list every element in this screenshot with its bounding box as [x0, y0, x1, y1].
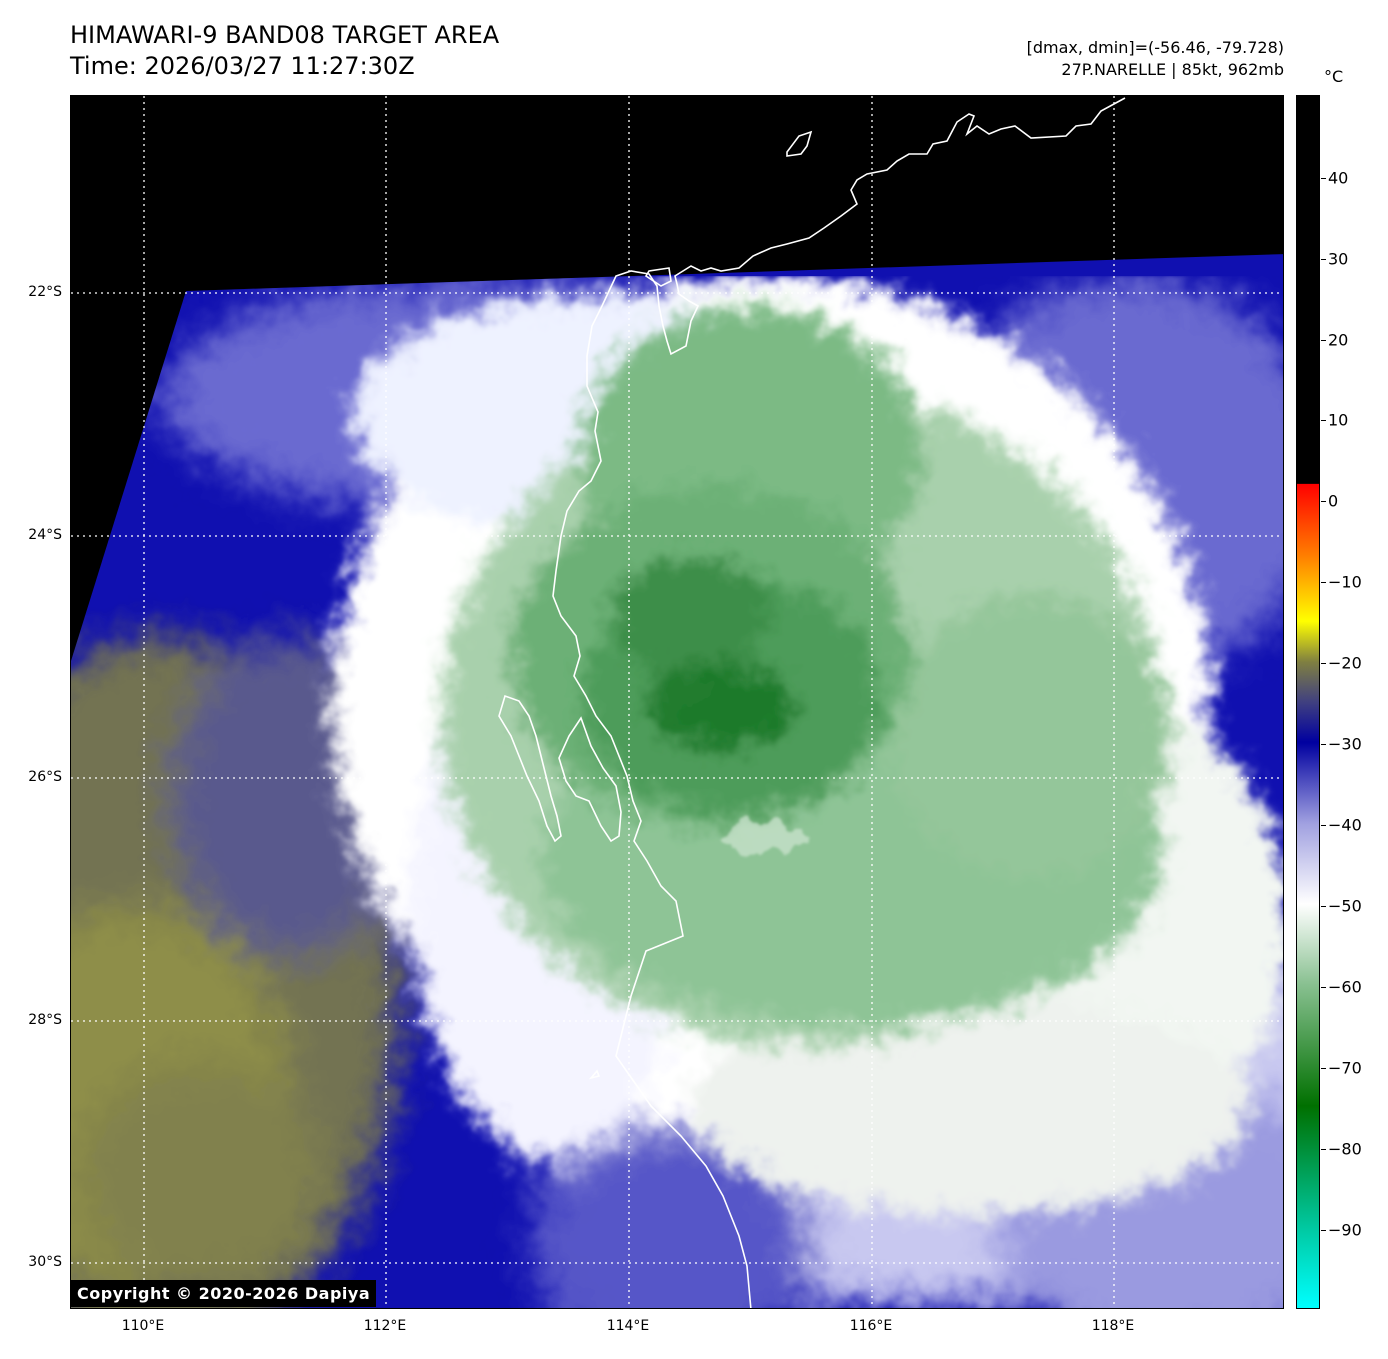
- colorbar-tick: [1321, 906, 1326, 907]
- colorbar-label-minus-20: −20: [1328, 653, 1362, 673]
- colorbar-unit: °C: [1324, 67, 1344, 86]
- colorbar-label-0: 0: [1328, 491, 1339, 511]
- lon-label-114e: 114°E: [606, 1318, 650, 1334]
- colorbar-tick: [1321, 259, 1326, 260]
- colorbar-tick: [1321, 582, 1326, 583]
- colorbar-tick: [1321, 1230, 1326, 1231]
- colorbar-tick: [1321, 178, 1326, 179]
- colorbar-tick: [1321, 1068, 1326, 1069]
- temperature-range: [dmax, dmin]=(-56.46, -79.728): [1026, 38, 1284, 57]
- colorbar-label-minus-50: −50: [1328, 896, 1362, 916]
- title-block: HIMAWARI-9 BAND08 TARGET AREA Time: 2026…: [70, 20, 499, 82]
- satellite-imagery: [71, 96, 1283, 1308]
- colorbar-label-minus-70: −70: [1328, 1058, 1362, 1078]
- colorbar-tick: [1321, 825, 1326, 826]
- lat-label-24s: 24°S: [28, 527, 62, 543]
- colorbar-tick: [1321, 420, 1326, 421]
- gridlines: [71, 96, 1283, 1308]
- colorbar-tick: [1321, 1149, 1326, 1150]
- lon-label-116e: 116°E: [849, 1318, 893, 1334]
- lat-label-22s: 22°S: [28, 284, 62, 300]
- colorbar-tick: [1321, 501, 1326, 502]
- colorbar-label-30: 30: [1328, 249, 1349, 269]
- colorbar-tick: [1321, 987, 1326, 988]
- imagery-layer: [71, 254, 1283, 1308]
- colorbar-tick: [1321, 744, 1326, 745]
- image-title: HIMAWARI-9 BAND08 TARGET AREA: [70, 21, 500, 49]
- lon-label-112e: 112°E: [363, 1318, 407, 1334]
- lon-label-110e: 110°E: [121, 1318, 165, 1334]
- lon-label-118e: 118°E: [1091, 1318, 1135, 1334]
- colorbar-label-minus-10: −10: [1328, 572, 1362, 592]
- temperature-colorbar: [1296, 95, 1320, 1309]
- colorbar-label-10: 10: [1328, 410, 1349, 430]
- lat-label-28s: 28°S: [28, 1012, 62, 1028]
- colorbar-label-minus-80: −80: [1328, 1139, 1362, 1159]
- storm-info-block: [dmax, dmin]=(-56.46, -79.728) 27P.NAREL…: [1027, 37, 1284, 81]
- colorbar-label-minus-90: −90: [1328, 1220, 1362, 1240]
- colorbar-tick: [1321, 340, 1326, 341]
- colorbar-label-minus-60: −60: [1328, 977, 1362, 997]
- satellite-map: [70, 95, 1284, 1309]
- colorbar-label-40: 40: [1328, 168, 1349, 188]
- colorbar-label-20: 20: [1328, 330, 1349, 350]
- image-timestamp: Time: 2026/03/27 11:27:30Z: [70, 52, 415, 80]
- lat-label-26s: 26°S: [28, 769, 62, 785]
- copyright-notice: Copyright © 2020-2026 Dapiya: [71, 1280, 377, 1307]
- storm-info: 27P.NARELLE | 85kt, 962mb: [1061, 60, 1284, 79]
- colorbar-label-minus-30: −30: [1328, 734, 1362, 754]
- colorbar-label-minus-40: −40: [1328, 815, 1362, 835]
- coastline: [498, 97, 1126, 1308]
- colorbar-tick: [1321, 663, 1326, 664]
- lat-label-30s: 30°S: [28, 1254, 62, 1270]
